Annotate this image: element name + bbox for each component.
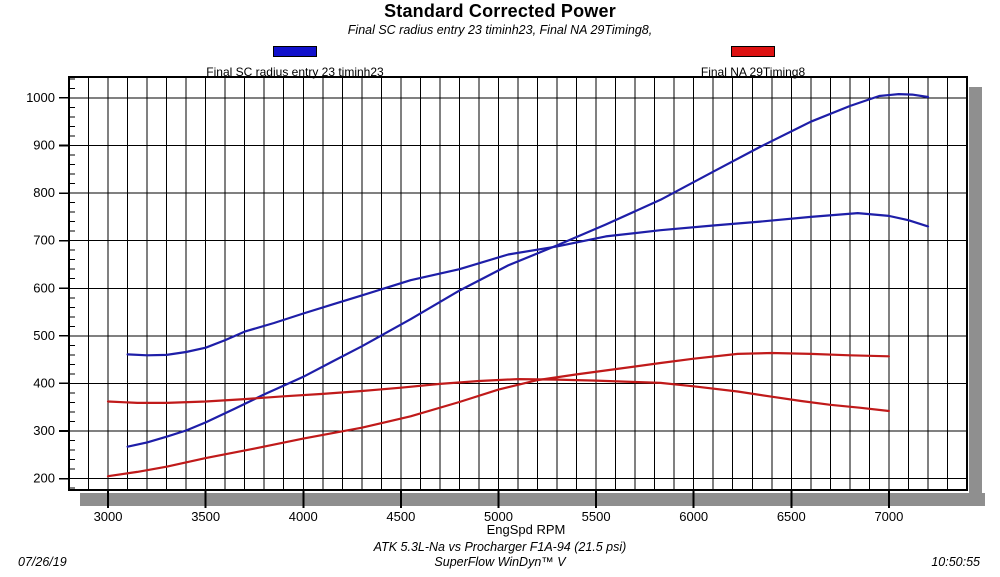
y-axis: 200 300 400 500 600 700 800 900 1000 [26, 78, 75, 489]
frame-shadow-bottom [80, 493, 985, 506]
legend-label-sc: Final SC radius entry 23 timinh23 [206, 65, 384, 79]
y-tick-label: 500 [33, 328, 55, 343]
x-tick-label: 5000 [484, 509, 513, 524]
y-tick-label: 800 [33, 185, 55, 200]
x-axis: 3000 3500 4000 4500 5000 5500 6000 6500 7000 EngS… [94, 490, 903, 537]
y-tick-label: 1000 [26, 90, 55, 105]
gridlines [69, 77, 967, 490]
series-curve-2 [106, 351, 891, 478]
x-tick-label: 6000 [679, 509, 708, 524]
y-tick-label: 200 [33, 471, 55, 486]
software-name: SuperFlow WinDyn™ V [434, 555, 566, 569]
frame-shadow-right [969, 87, 982, 506]
x-tick-label: 3500 [191, 509, 220, 524]
legend-entry-sc: Final SC radius entry 23 timinh23 [195, 46, 395, 79]
chart-subtitle: Final SC radius entry 23 timinh23, Final… [347, 23, 653, 37]
chart-title: Standard Corrected Power [384, 1, 616, 21]
x-tick-label: 6500 [777, 509, 806, 524]
plot-frame [68, 76, 968, 491]
x-tick-label: 3000 [94, 509, 123, 524]
y-tick-label: 900 [33, 138, 55, 153]
x-tick-label: 4500 [386, 509, 415, 524]
legend-entry-na: Final NA 29Timing8 [653, 46, 853, 79]
x-tick-label: 5500 [582, 509, 611, 524]
x-tick-label: 4000 [289, 509, 318, 524]
legend-swatch-sc-icon [273, 46, 317, 57]
y-tick-label: 600 [33, 280, 55, 295]
legend-label-na: Final NA 29Timing8 [700, 65, 806, 79]
print-date: 07/26/19 [18, 555, 67, 569]
x-tick-label: 7000 [874, 509, 903, 524]
y-tick-label: 300 [33, 423, 55, 438]
y-tick-label: 400 [33, 375, 55, 390]
series-curve-3 [106, 378, 891, 413]
legend-swatch-na-icon [731, 46, 775, 57]
print-time: 10:50:55 [931, 555, 980, 569]
series-curve-0 [126, 92, 930, 448]
test-title: ATK 5.3L-Na vs Procharger F1A-94 (21.5 p… [373, 540, 627, 554]
series-curve-1 [126, 212, 930, 357]
x-axis-title: EngSpd RPM [487, 522, 566, 537]
y-tick-label: 700 [33, 233, 55, 248]
